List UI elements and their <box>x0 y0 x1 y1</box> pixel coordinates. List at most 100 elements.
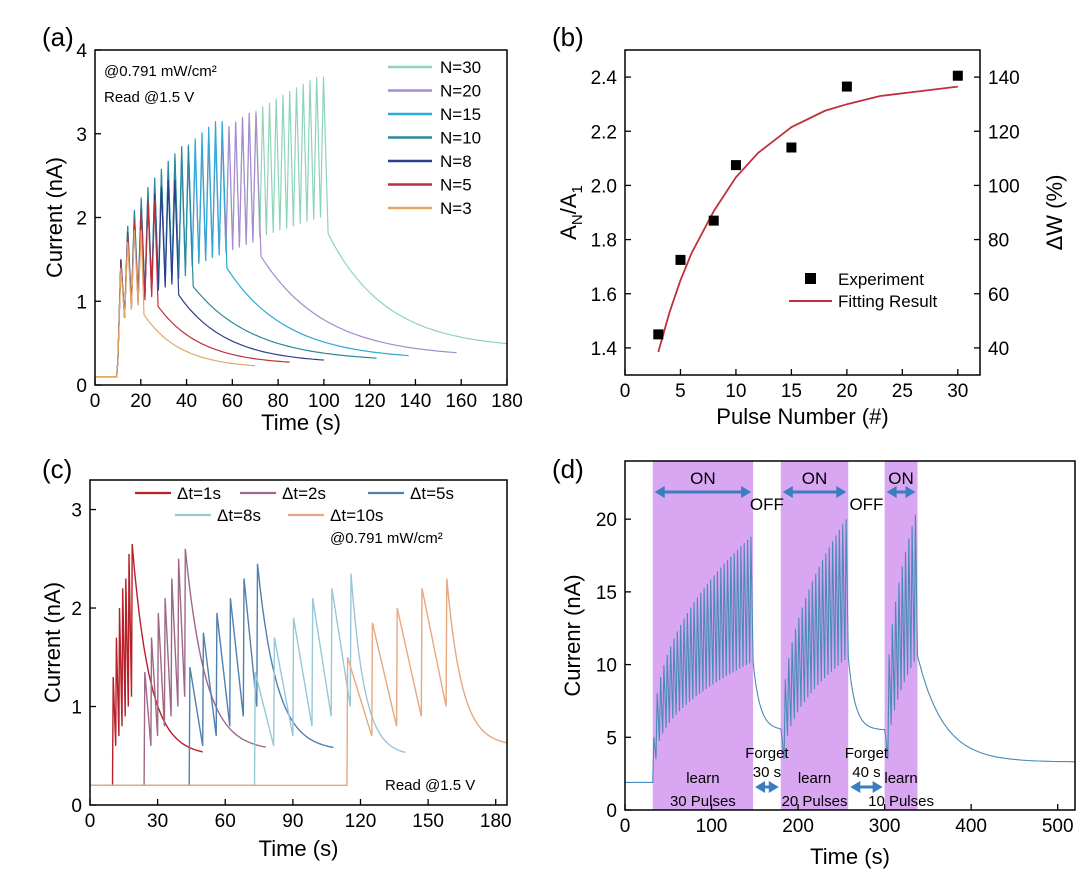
panel-b-y2tick-label: 140 <box>988 68 1020 89</box>
panel-b-ylabel: AN/A1 <box>556 185 586 240</box>
panel-c-ytick-label: 1 <box>71 698 82 719</box>
panel-a-xtick-label: 180 <box>491 391 523 412</box>
panel-c-annotation-read: Read @1.5 V <box>385 777 475 794</box>
panel-a-xtick-label: 100 <box>308 391 340 412</box>
panel-b-xtick-label: 15 <box>781 381 802 402</box>
panel-b-y2tick-label: 60 <box>988 285 1009 306</box>
panel-a-annotation-intensity: @0.791 mW/cm² <box>104 63 217 80</box>
panel-b-xtick-label: 25 <box>892 381 913 402</box>
forget-arrow-1-head-right <box>768 781 779 793</box>
panel-d-ytick-label: 15 <box>596 583 617 604</box>
legend-dt-2s-label: Δt=2s <box>282 484 326 503</box>
panel-b-ylabel-sub1: N <box>569 214 586 225</box>
panel-b-xtick-label: 5 <box>675 381 686 402</box>
legend-dt-5s-label: Δt=5s <box>410 484 454 503</box>
panel-b-y2tick-label: 120 <box>988 122 1020 143</box>
panel-c-xtick-label: 30 <box>147 811 168 832</box>
panel-a-xtick-label: 20 <box>130 391 151 412</box>
panel-b-ytick-label: 2.4 <box>591 68 618 89</box>
panel-b-xtick-label: 10 <box>725 381 746 402</box>
off-label-1: OFF <box>750 495 784 514</box>
on-label-3: ON <box>888 469 914 488</box>
series-n-5-line <box>95 200 290 378</box>
panel-b-ytick-label: 1.6 <box>591 285 617 306</box>
learn-label-1: learn <box>686 770 719 787</box>
forget-duration-2: 40 s <box>852 764 880 781</box>
series-dt-2s-line <box>90 548 266 786</box>
on-arrow-1-head-right <box>741 486 752 498</box>
legend-n-15-label: N=15 <box>440 105 481 124</box>
panel-d-ytick-label: 0 <box>606 801 617 822</box>
panel-d-xtick-label: 0 <box>620 816 631 837</box>
panel-d-chart: 0 100 200 300 400 500 0 5 10 15 20 Time (s) Currenr … <box>560 460 1076 869</box>
panel-a-ytick-label: 1 <box>76 292 87 313</box>
legend-dt-1s-label: Δt=1s <box>177 484 221 503</box>
legend-n-30-label: N=30 <box>440 58 481 77</box>
panel-b-y2label: ΔW (%) <box>1042 175 1067 251</box>
panel-d-xlabel: Time (s) <box>810 844 890 869</box>
pulses-label-2: 20 Pulses <box>782 793 848 810</box>
panel-b-ylabel-mid: /A <box>556 193 581 214</box>
panel-a-xtick-label: 140 <box>400 391 432 412</box>
panel-c-xtick-label: 90 <box>282 811 303 832</box>
on-label-2: ON <box>802 469 828 488</box>
panel-b-frame <box>624 49 981 376</box>
panel-b-xlabel: Pulse Number (#) <box>716 404 888 429</box>
panel-d-ytick-label: 20 <box>596 510 617 531</box>
panel-b-ylabel-main: A <box>556 225 581 240</box>
legend-experiment-label: Experiment <box>838 270 924 289</box>
panel-c-ytick-label: 2 <box>71 599 82 620</box>
legend-n-3-label: N=3 <box>440 199 472 218</box>
panel-a-ylabel: Current (nA) <box>42 157 67 278</box>
series-n-3-line <box>95 230 256 378</box>
panel-b-xtick-label: 20 <box>836 381 857 402</box>
forget-duration-1: 30 s <box>753 764 781 781</box>
learn-label-2: learn <box>798 770 831 787</box>
panel-a-xtick-label: 60 <box>222 391 243 412</box>
panel-a-ytick-label: 4 <box>76 41 87 62</box>
series-dt-10s-line <box>90 578 508 786</box>
legend-n-5-label: N=5 <box>440 176 472 195</box>
experiment-point <box>675 254 686 265</box>
fitting-result-line <box>657 85 958 353</box>
experiment-point <box>730 160 741 171</box>
series-dt-8s-line <box>90 573 406 786</box>
learn-region-1 <box>652 461 754 810</box>
panel-a-xtick-label: 80 <box>268 391 289 412</box>
panel-a-ytick-label: 3 <box>76 125 87 146</box>
panel-d-ytick-label: 10 <box>596 656 617 677</box>
experiment-point <box>653 329 664 340</box>
panel-b-chart: 0 5 10 15 20 25 30 1.4 1.6 1.8 2.0 2.2 2.4 40 60 80 100 1… <box>556 49 1067 429</box>
current-trace-line <box>625 514 1076 783</box>
panel-d-xtick-label: 300 <box>869 816 901 837</box>
panel-b-y2tick-label: 80 <box>988 231 1009 252</box>
experiment-point <box>841 81 852 92</box>
forget-label-1: Forget <box>745 745 789 762</box>
panel-a-xtick-label: 40 <box>176 391 197 412</box>
panel-a-ytick-label: 2 <box>76 209 87 230</box>
series-dt-5s-line <box>90 563 334 786</box>
panel-d-xtick-label: 200 <box>782 816 814 837</box>
on-arrow-2-head-left <box>782 486 793 498</box>
legend-n-10-label: N=10 <box>440 129 481 148</box>
panel-c-ytick-label: 0 <box>71 796 82 817</box>
panel-d-frame <box>624 460 1076 811</box>
pulses-label-1: 30 Pulses <box>670 793 736 810</box>
forget-arrow-1-head-left <box>755 781 766 793</box>
legend-n-20-label: N=20 <box>440 82 481 101</box>
legend-experiment-swatch <box>805 273 816 284</box>
panel-a-annotation-read: Read @1.5 V <box>104 89 194 106</box>
panel-label-b: (b) <box>552 22 584 52</box>
panel-c-ylabel: Current (nA) <box>40 582 65 703</box>
forget-arrow-2-head-left <box>850 781 861 793</box>
legend-n-8-label: N=8 <box>440 152 472 171</box>
series-n-10-line <box>95 146 377 378</box>
panel-b-ytick-label: 1.8 <box>591 231 617 252</box>
panel-c-chart: 0 30 60 90 120 150 180 0 1 2 3 Time (s) Current (nA)… <box>40 479 512 861</box>
forget-label-2: Forget <box>845 745 889 762</box>
panel-c-frame <box>89 479 508 806</box>
panel-c-xtick-label: 60 <box>215 811 236 832</box>
panel-a-chart: 0 20 40 60 80 100 120 140 160 180 0 1 2 3 4 Time (s) Cur… <box>42 41 523 435</box>
panel-label-c: (c) <box>42 454 72 484</box>
